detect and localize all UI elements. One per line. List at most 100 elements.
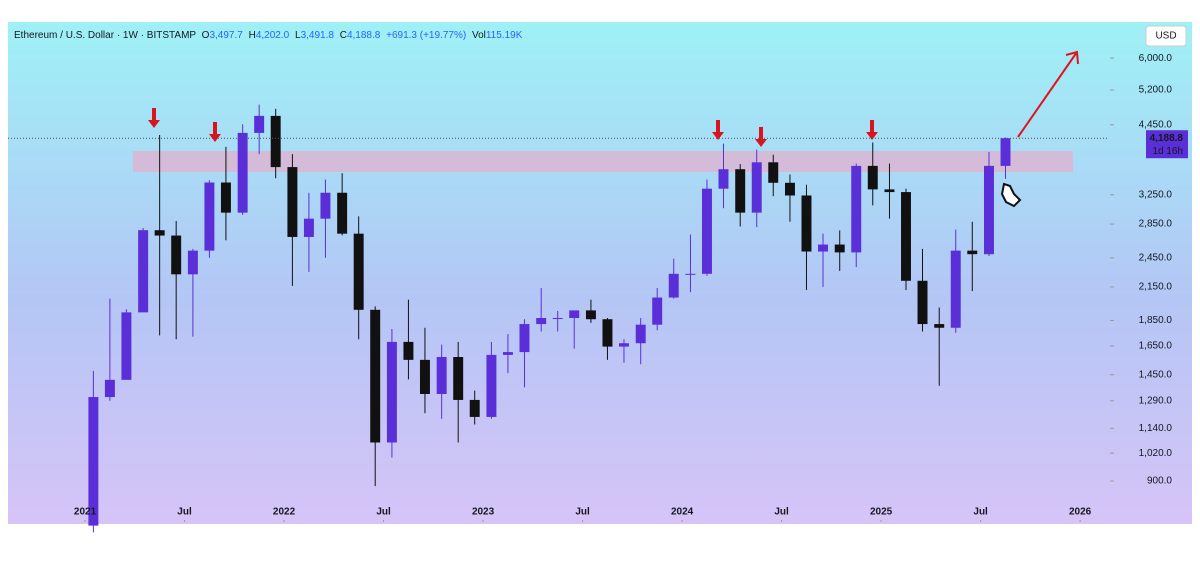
countdown-label: 1d 16h	[1152, 146, 1183, 157]
y-tick-label: 900.0	[1147, 476, 1172, 487]
cursor-icon	[1000, 182, 1022, 208]
ohlc-label: L	[295, 30, 301, 41]
candle	[337, 173, 348, 236]
candle	[403, 299, 414, 380]
candle-body	[652, 297, 663, 325]
candle	[320, 179, 331, 258]
y-tick-label: 3,250.0	[1139, 189, 1173, 200]
candle-body	[768, 162, 779, 183]
candle-body	[337, 192, 348, 234]
currency-button[interactable]	[1145, 25, 1187, 47]
candle-body	[171, 235, 182, 275]
candle-body	[370, 309, 381, 443]
candle-body	[436, 357, 447, 394]
candle	[967, 221, 978, 292]
candle	[536, 287, 547, 332]
candle	[187, 248, 198, 337]
candle	[502, 334, 513, 374]
candle-body	[818, 244, 828, 252]
vol-value: 115.19K	[486, 30, 523, 41]
resistance-zone	[133, 151, 1073, 172]
candle-body	[867, 165, 878, 190]
candle-body	[204, 182, 215, 251]
candle	[901, 188, 911, 291]
candle-body	[602, 319, 613, 347]
candle	[436, 344, 447, 419]
y-tick-label: 1,450.0	[1139, 369, 1173, 380]
candle	[287, 154, 298, 286]
candle-body	[668, 273, 679, 298]
candle	[917, 248, 928, 332]
currency-label[interactable]: USD	[1155, 31, 1176, 42]
low-value: 3,491.8	[301, 30, 335, 41]
candle-body	[801, 195, 812, 252]
candle-body	[104, 379, 115, 398]
candle-body	[917, 280, 928, 325]
symbol: Ethereum / U.S. Dollar · 1W · BITSTAMP O…	[14, 30, 523, 41]
candle-body	[552, 318, 563, 320]
candle	[602, 318, 613, 360]
last-price-tag	[1146, 130, 1188, 159]
candle-body	[701, 188, 712, 274]
candle	[469, 390, 480, 425]
y-tick-label: 2,450.0	[1139, 252, 1173, 263]
candle-body	[635, 324, 646, 344]
candle	[801, 184, 812, 291]
candle	[519, 319, 530, 388]
open-value: 3,497.7	[209, 30, 243, 41]
change-value: +691.3 (+19.77%)	[386, 30, 466, 41]
candle	[552, 310, 563, 332]
y-tick-label: 4,450.0	[1139, 119, 1173, 130]
x-tick-label: 2026	[1069, 507, 1092, 518]
candle	[204, 180, 215, 258]
y-tick-label: 2,150.0	[1139, 282, 1173, 293]
candle-body	[419, 359, 430, 394]
candle	[303, 192, 314, 272]
candle-body	[502, 352, 513, 355]
candle	[419, 327, 430, 414]
candle	[984, 151, 994, 256]
candle-body	[519, 324, 530, 353]
peak-arrow	[755, 127, 767, 147]
y-tick-label: 1,650.0	[1139, 341, 1173, 352]
last-price-label: 4,188.8	[1150, 133, 1184, 144]
x-tick-label: Jul	[774, 507, 789, 518]
candle-body	[270, 115, 281, 168]
candle	[619, 339, 629, 363]
candle-body	[784, 182, 795, 196]
candle	[254, 104, 265, 155]
candle-body	[834, 244, 845, 253]
candle-body	[536, 318, 547, 325]
candle	[668, 258, 679, 299]
header: Ethereum / U.S. Dollar · 1W · BITSTAMP O…	[14, 30, 523, 41]
candle	[453, 341, 464, 443]
candle-body	[851, 165, 862, 253]
candle	[685, 234, 696, 293]
candle	[270, 108, 281, 179]
candle	[718, 143, 729, 209]
candle	[585, 299, 596, 323]
chart-background	[8, 22, 1192, 524]
candle-body	[585, 310, 596, 320]
ohlc-label: O	[202, 30, 210, 41]
candle-body	[237, 132, 248, 213]
candle-body	[187, 250, 198, 275]
candle-body	[619, 343, 629, 347]
x-tick-label: Jul	[376, 507, 391, 518]
candle	[171, 220, 182, 340]
y-tick-label: 5,200.0	[1139, 85, 1173, 96]
candle	[1000, 137, 1011, 179]
high-value: 4,202.0	[256, 30, 290, 41]
close-value: 4,188.8	[347, 30, 381, 41]
candle-body	[403, 341, 414, 360]
candle	[386, 329, 397, 458]
candle	[735, 164, 746, 227]
candle-body	[718, 169, 729, 189]
y-tick-label: 1,020.0	[1139, 448, 1173, 459]
candle-body	[220, 182, 231, 213]
candle	[486, 341, 497, 419]
candle	[784, 174, 795, 222]
candle	[884, 163, 895, 219]
peak-arrow	[712, 120, 724, 140]
candle	[353, 216, 364, 340]
